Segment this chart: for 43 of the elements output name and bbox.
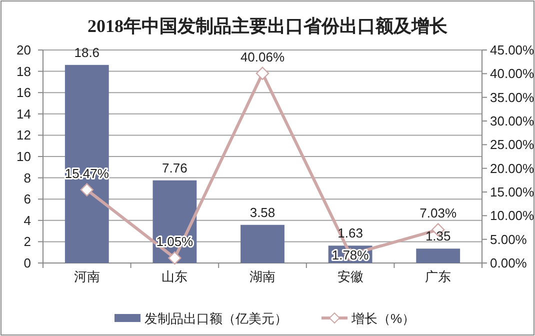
y2-tick-label: 5.00%	[490, 232, 528, 247]
data-label: 7.76	[162, 160, 188, 176]
y2-tick-label: 15.00%	[490, 184, 535, 200]
y2-tick-label: 40.00%	[490, 66, 535, 82]
y2-tick-label: 20.00%	[490, 160, 535, 176]
x-tick-label: 河南	[74, 269, 100, 284]
y2-tick-label: 0.00%	[490, 256, 528, 270]
y2-tick-label: 10.00%	[490, 208, 535, 224]
point	[256, 66, 270, 80]
y-tick-label: 16	[16, 85, 31, 100]
data-label: 3.58	[250, 204, 276, 220]
data-label: 7.03%	[420, 206, 457, 221]
chart-title: 2018年中国发制品主要出口省份出口额及增长	[88, 16, 448, 36]
y-tick-label: 12	[16, 128, 31, 143]
y-tick-label: 10	[16, 149, 31, 164]
y2-tick-label: 25.00%	[490, 137, 535, 152]
data-label: 18.6	[74, 44, 100, 60]
y2-tick-label: 35.00%	[490, 90, 535, 105]
y2-tick-label: 30.00%	[490, 114, 535, 128]
y-tick-label: 20	[16, 42, 31, 58]
y-tick-label: 8	[24, 170, 31, 186]
data-label: 1.63	[338, 226, 363, 241]
bar	[240, 224, 284, 263]
y-tick-label: 6	[24, 192, 31, 207]
data-label: 1.35	[425, 228, 451, 244]
x-tick-label: 广东	[425, 269, 452, 284]
y-tick-label: 0	[24, 256, 31, 270]
x-tick-label: 湖南	[250, 269, 276, 284]
y2-tick-label: 45.00%	[490, 42, 535, 58]
x-tick-label: 山东	[162, 269, 188, 284]
bar	[416, 248, 460, 263]
data-label: 15.47%	[64, 166, 110, 181]
data-label: 40.06%	[240, 49, 285, 64]
y-tick-label: 2	[24, 234, 31, 250]
y-tick-label: 4	[24, 212, 31, 228]
point	[80, 183, 94, 196]
y-tick-label: 18	[16, 64, 31, 79]
point	[168, 251, 182, 265]
legend-label: 增长（%）	[350, 311, 416, 326]
bar	[64, 64, 109, 263]
y-tick-label: 14	[16, 106, 31, 122]
legend-label: 发制品出口额（亿美元）	[144, 311, 288, 326]
x-tick-label: 安徽	[337, 269, 364, 284]
